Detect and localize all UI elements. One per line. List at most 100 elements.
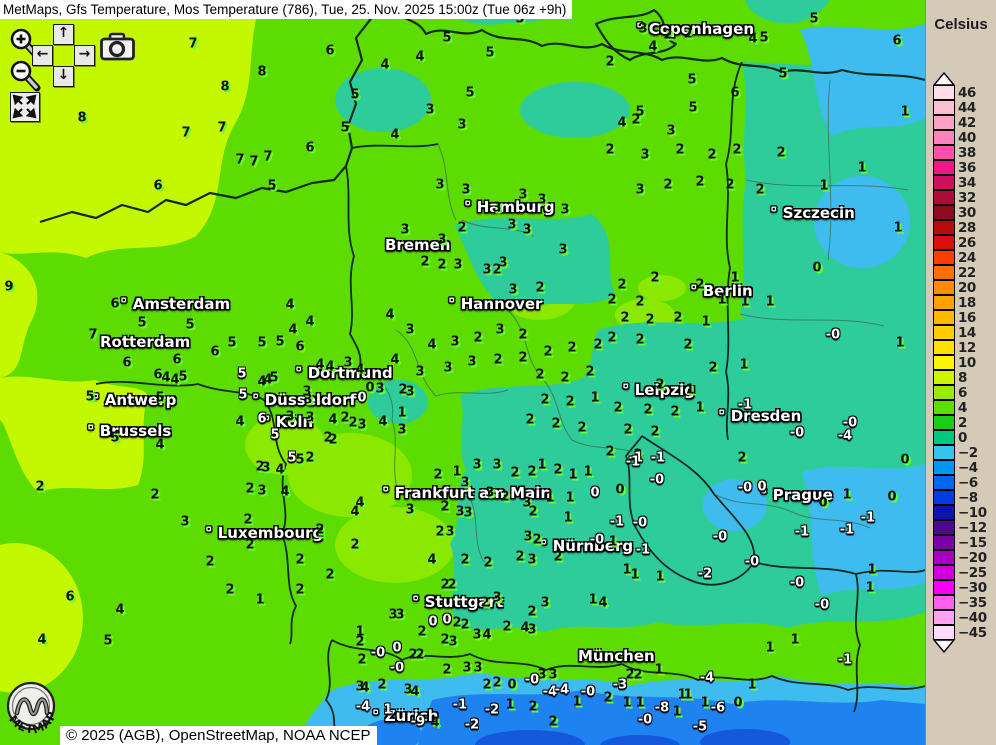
legend-swatch: [933, 564, 955, 580]
legend-entry: 10: [933, 354, 987, 371]
right-arrow-icon: →: [78, 46, 91, 62]
legend-swatch: [933, 579, 955, 595]
legend-label: −20: [958, 549, 987, 566]
zoom-out-icon: [10, 60, 41, 92]
legend-entry: 0: [933, 429, 987, 446]
legend-entry: 28: [933, 219, 987, 236]
legend-swatch: [933, 279, 955, 295]
legend-entry: −8: [933, 489, 987, 506]
legend-entry: 46: [933, 84, 987, 101]
legend-swatch: [933, 354, 955, 370]
legend-label: 44: [958, 99, 976, 116]
legend-entry: 14: [933, 324, 987, 341]
legend-entry: 6: [933, 384, 987, 401]
legend-label: 12: [958, 339, 976, 356]
legend-entry: −45: [933, 624, 987, 641]
down-arrow-icon: ↓: [57, 67, 70, 83]
legend-entry: −10: [933, 504, 987, 521]
legend-swatch: [933, 459, 955, 475]
pan-left-button[interactable]: ←: [32, 45, 53, 66]
legend-colorbar: 46 44 42 40 38 36 34 32 30 28 26 24 22 20 18 16 14 12 10 8 6…: [933, 72, 987, 653]
up-arrow-icon: ↑: [57, 25, 70, 41]
legend-label: 4: [958, 399, 967, 416]
legend-swatch: [933, 159, 955, 175]
legend-label: 32: [958, 189, 976, 206]
legend-entry: −25: [933, 564, 987, 581]
legend-swatch: [933, 384, 955, 400]
legend-entry: 24: [933, 249, 987, 266]
legend-label: −2: [958, 444, 978, 461]
legend-swatch: [933, 264, 955, 280]
legend-title: Celsius: [934, 16, 988, 33]
legend-swatch: [933, 474, 955, 490]
legend-entry: 22: [933, 264, 987, 281]
metmaps-logo[interactable]: METMAPS: [2, 681, 66, 743]
legend-label: 34: [958, 174, 976, 191]
legend-sidebar: Celsius 46 44 42 40 38 36 34 32 30 28 26 24 22 20 18 16…: [925, 0, 996, 745]
legend-label: −6: [958, 474, 978, 491]
camera-icon: [100, 32, 135, 61]
legend-label: −15: [958, 534, 987, 551]
legend-swatch: [933, 174, 955, 190]
fullscreen-button[interactable]: [10, 92, 40, 122]
legend-swatch: [933, 249, 955, 265]
legend-label: 0: [958, 429, 967, 446]
legend-entry: 12: [933, 339, 987, 356]
legend-entry: 44: [933, 99, 987, 116]
legend-entry: 40: [933, 129, 987, 146]
legend-label: 42: [958, 114, 976, 131]
legend-entry: −15: [933, 534, 987, 551]
legend-swatch: [933, 534, 955, 550]
legend-swatch: [933, 309, 955, 325]
legend-swatch: [933, 444, 955, 460]
pan-down-button[interactable]: ↓: [53, 66, 74, 87]
legend-label: 18: [958, 294, 976, 311]
legend-label: 30: [958, 204, 976, 221]
fullscreen-icon: [12, 94, 37, 119]
legend-entry: −6: [933, 474, 987, 491]
legend-label: 20: [958, 279, 976, 296]
legend-swatch: [933, 594, 955, 610]
legend-label: 16: [958, 309, 976, 326]
legend-label: 22: [958, 264, 976, 281]
legend-label: 14: [958, 324, 976, 341]
legend-swatch: [933, 144, 955, 160]
legend-swatch: [933, 519, 955, 535]
legend-swatch: [933, 99, 955, 115]
legend-entry: 26: [933, 234, 987, 251]
pan-right-button[interactable]: →: [74, 45, 95, 66]
map-canvas[interactable]: [0, 0, 925, 745]
legend-label: −45: [958, 624, 987, 641]
screenshot-button[interactable]: [99, 31, 137, 63]
legend-label: 24: [958, 249, 976, 266]
attribution-bar: © 2025 (AGB), OpenStreetMap, NOAA NCEP: [60, 726, 377, 745]
zoom-out-button[interactable]: [10, 60, 42, 94]
legend-label: 10: [958, 354, 976, 371]
legend-entry: 20: [933, 279, 987, 296]
legend-entry: 4: [933, 399, 987, 416]
legend-swatch: [933, 429, 955, 445]
legend-label: 28: [958, 219, 976, 236]
legend-label: 2: [958, 414, 967, 431]
legend-label: −30: [958, 579, 987, 596]
pan-up-button[interactable]: ↑: [53, 24, 74, 45]
legend-label: 26: [958, 234, 976, 251]
legend-entry: 8: [933, 369, 987, 386]
legend-swatch: [933, 624, 955, 640]
legend-swatch: [933, 414, 955, 430]
legend-label: 8: [958, 369, 967, 386]
legend-swatch: [933, 399, 955, 415]
metmaps-logo-icon: METMAPS: [2, 681, 59, 737]
legend-entry: 42: [933, 114, 987, 131]
legend-swatch: [933, 204, 955, 220]
legend-label: 36: [958, 159, 976, 176]
legend-swatch: [933, 234, 955, 250]
legend-entry: −35: [933, 594, 987, 611]
legend-arrow-down-icon: [933, 639, 956, 653]
map-area[interactable]: ° Copenhagen ° Hamburg Bremen ° Szczecin ° A…: [0, 0, 925, 745]
legend-label: 46: [958, 84, 976, 101]
legend-label: −10: [958, 504, 987, 521]
legend-swatch: [933, 189, 955, 205]
legend-label: −40: [958, 609, 987, 626]
legend-label: −35: [958, 594, 987, 611]
